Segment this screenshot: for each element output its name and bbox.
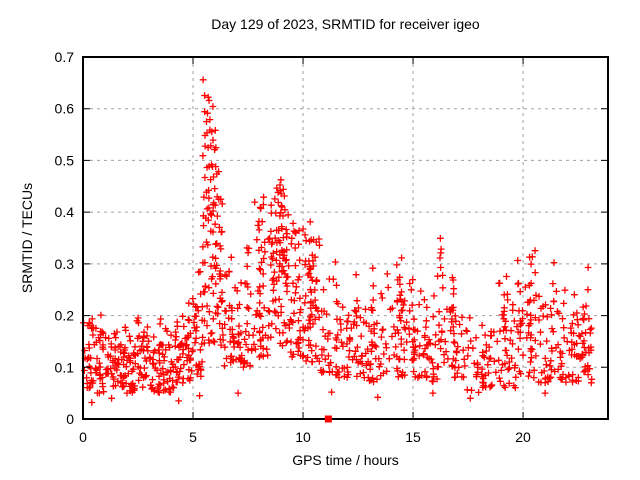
y-tick-label: 0.5 [55, 152, 75, 168]
x-tick-label: 10 [295, 429, 311, 445]
x-tick-label: 20 [515, 429, 531, 445]
data-points [80, 76, 596, 406]
chart-title: Day 129 of 2023, SRMTID for receiver ige… [211, 16, 480, 32]
square-marker [324, 415, 332, 423]
grid-path [82, 56, 608, 420]
y-tick-label: 0.4 [55, 204, 75, 220]
x-axis-label: GPS time / hours [292, 452, 399, 468]
x-tick-label: 5 [189, 429, 197, 445]
y-tick-label: 0.2 [55, 308, 75, 324]
grid-lines [82, 56, 608, 420]
plot-border [82, 56, 609, 420]
y-tick-label: 0.1 [55, 359, 75, 375]
plot-frame [82, 56, 609, 420]
y-tick-label: 0.3 [55, 256, 75, 272]
y-tick-label: 0.6 [55, 101, 75, 117]
y-tick-label: 0 [66, 411, 74, 427]
tick-marks [82, 56, 608, 420]
x-tick-label: 15 [405, 429, 421, 445]
axis-square-marker [324, 415, 332, 423]
y-tick-label: 0.7 [55, 49, 75, 65]
scatter-points-path [80, 76, 596, 406]
tick-labels: 0 5 10 15 20 0 0.1 0.2 0.3 0.4 0.5 0.6 0.7 [55, 49, 532, 445]
x-tick-label: 0 [79, 429, 87, 445]
